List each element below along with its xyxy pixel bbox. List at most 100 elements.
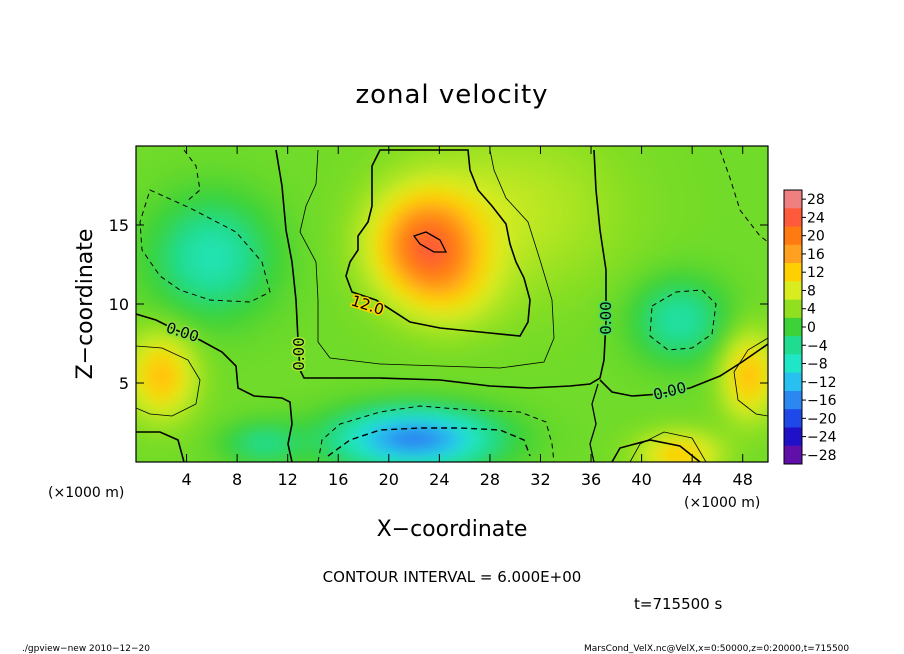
field-cell bbox=[211, 422, 219, 431]
field-cell bbox=[294, 454, 301, 462]
field-cell bbox=[363, 169, 371, 179]
field-cell bbox=[426, 296, 434, 305]
field-cell bbox=[376, 225, 384, 234]
field-cell bbox=[647, 335, 655, 345]
field-cell bbox=[275, 359, 282, 368]
field-cell bbox=[502, 304, 510, 313]
field-cell bbox=[230, 438, 238, 447]
field-cell bbox=[641, 217, 649, 226]
field-cell bbox=[218, 130, 225, 139]
field-cell bbox=[192, 209, 200, 218]
field-cell bbox=[414, 343, 421, 352]
field-cell bbox=[641, 367, 649, 376]
field-cell bbox=[338, 414, 346, 424]
field-cell bbox=[704, 327, 712, 337]
field-cell bbox=[489, 225, 497, 234]
field-cell bbox=[300, 185, 308, 194]
field-cell bbox=[762, 130, 769, 139]
field-cell bbox=[369, 161, 377, 171]
field-cell bbox=[572, 185, 579, 194]
field-cell bbox=[224, 398, 232, 408]
field-cell bbox=[483, 201, 491, 210]
field-cell bbox=[420, 201, 428, 210]
field-cell bbox=[515, 304, 523, 313]
field-cell bbox=[180, 406, 188, 416]
field-cell bbox=[325, 264, 333, 273]
field-cell bbox=[521, 398, 529, 408]
field-cell bbox=[325, 335, 333, 345]
field-cell bbox=[426, 209, 434, 218]
field-cell bbox=[205, 240, 213, 250]
field-cell bbox=[382, 335, 390, 345]
field-cell bbox=[515, 446, 523, 455]
field-cell bbox=[312, 296, 320, 305]
field-cell bbox=[224, 248, 232, 258]
field-cell bbox=[761, 201, 768, 210]
field-cell bbox=[742, 272, 750, 281]
field-cell bbox=[161, 146, 169, 147]
field-cell bbox=[445, 311, 453, 321]
field-cell bbox=[578, 367, 586, 376]
field-cell bbox=[237, 217, 245, 226]
field-cell bbox=[407, 161, 415, 171]
field-cell bbox=[205, 375, 213, 384]
field-cell bbox=[553, 240, 561, 250]
field-cell bbox=[521, 414, 529, 424]
field-cell bbox=[483, 146, 491, 147]
y-tick-label: 15 bbox=[109, 216, 129, 235]
field-cell bbox=[307, 470, 314, 479]
field-cell bbox=[452, 248, 459, 258]
field-cell bbox=[654, 454, 662, 462]
field-cell bbox=[515, 367, 523, 376]
field-cell bbox=[774, 438, 781, 447]
field-cell bbox=[249, 327, 257, 337]
field-cell bbox=[628, 240, 636, 250]
field-cell bbox=[698, 367, 706, 376]
field-cell bbox=[622, 438, 630, 447]
field-cell bbox=[192, 367, 200, 376]
field-cell bbox=[136, 193, 143, 202]
field-cell bbox=[357, 146, 365, 147]
field-cell bbox=[376, 240, 384, 250]
field-cell bbox=[755, 390, 763, 400]
field-cell bbox=[470, 256, 478, 266]
field-cell bbox=[736, 280, 744, 289]
field-cell bbox=[521, 248, 529, 258]
field-cell bbox=[553, 256, 561, 266]
field-cell bbox=[483, 225, 491, 234]
field-cell bbox=[679, 390, 687, 400]
field-cell bbox=[559, 390, 567, 400]
field-cell bbox=[433, 311, 440, 321]
field-cell bbox=[572, 193, 579, 202]
field-cell bbox=[635, 240, 643, 250]
field-cell bbox=[647, 319, 655, 329]
field-cell bbox=[312, 311, 320, 321]
field-cell bbox=[199, 280, 207, 289]
field-cell bbox=[199, 256, 207, 266]
field-cell bbox=[623, 470, 630, 479]
field-cell bbox=[192, 153, 200, 163]
field-cell bbox=[616, 319, 624, 329]
field-cell bbox=[167, 240, 175, 250]
field-cell bbox=[230, 430, 238, 439]
field-cell bbox=[584, 406, 592, 416]
field-cell bbox=[616, 422, 624, 431]
field-cell bbox=[768, 328, 775, 337]
field-cell bbox=[148, 454, 156, 462]
field-cell bbox=[338, 209, 346, 218]
field-cell bbox=[522, 462, 529, 471]
field-cell bbox=[616, 446, 624, 455]
field-cell bbox=[578, 375, 586, 384]
field-cell bbox=[641, 454, 649, 462]
field-cell bbox=[774, 162, 781, 171]
field-cell bbox=[306, 280, 314, 289]
field-cell bbox=[192, 414, 200, 424]
field-cell bbox=[369, 398, 377, 408]
field-cell bbox=[325, 169, 333, 179]
field-cell bbox=[534, 359, 542, 368]
field-cell bbox=[755, 406, 763, 416]
field-cell bbox=[287, 367, 295, 376]
field-cell bbox=[464, 217, 472, 226]
field-cell bbox=[553, 367, 561, 376]
field-cell bbox=[597, 185, 605, 194]
